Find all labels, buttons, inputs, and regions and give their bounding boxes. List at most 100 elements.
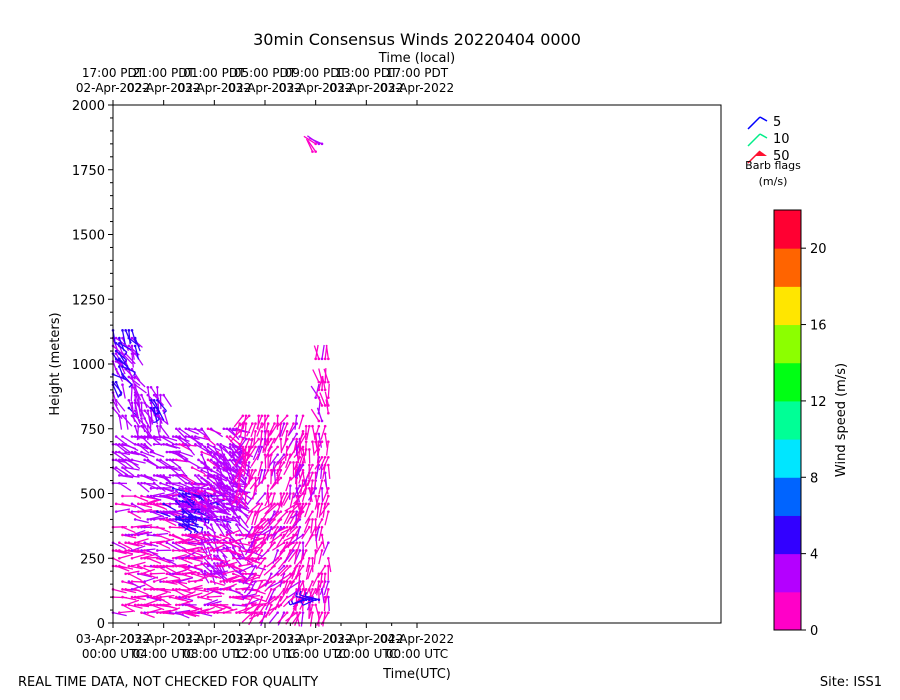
barb-dot [251, 422, 254, 425]
barb-shaft [182, 551, 196, 559]
wind-barb [194, 562, 210, 568]
barb-dot [178, 481, 181, 485]
barb-dot [311, 463, 314, 467]
barb-shaft [323, 368, 329, 383]
wind-barb [209, 468, 224, 478]
barb-dot [323, 564, 327, 568]
barb-dot [216, 564, 219, 568]
wind-barb [308, 137, 324, 146]
wind-barb [203, 461, 210, 476]
barb-dot [263, 518, 267, 521]
barb-shaft [307, 565, 314, 580]
barb-dot [285, 492, 289, 495]
wind-barb [250, 603, 264, 615]
barb-shaft [307, 472, 314, 487]
barb-dot [184, 611, 188, 614]
barb-shaft [233, 573, 247, 580]
barb-dot [270, 525, 273, 529]
barb-shaft [274, 550, 285, 562]
barb-dot [159, 487, 162, 490]
barb-shaft [322, 456, 329, 471]
barb-dot [175, 541, 178, 545]
barb-shaft [159, 418, 162, 433]
barb-dot [156, 502, 159, 506]
barb-dot [146, 424, 150, 428]
barb-shaft [112, 557, 126, 566]
barb-dot [200, 531, 203, 534]
barb-shaft [315, 383, 320, 398]
barb-dot [219, 533, 222, 537]
barb-dot [152, 435, 156, 438]
barb-dot [121, 580, 124, 583]
wind-barb [311, 440, 315, 456]
barb-dot [213, 461, 216, 464]
barb-dot [184, 523, 188, 526]
wind-barb [203, 499, 218, 510]
wind-barb [133, 344, 140, 360]
barb-dot [213, 588, 216, 591]
chart-title: 30min Consensus Winds 20220404 0000 [253, 30, 581, 49]
wind-barb [318, 455, 327, 471]
barb-dot [317, 357, 321, 361]
barb-shaft [327, 597, 330, 612]
barb-shaft [147, 410, 151, 425]
barb-shaft [264, 503, 275, 515]
barb-dot [244, 611, 248, 614]
barb-dot [118, 357, 121, 361]
barb-shaft [265, 596, 272, 611]
wind-barb [316, 502, 321, 518]
barb-shaft [258, 470, 263, 484]
wind-barb [159, 594, 175, 599]
barb-dot [238, 505, 241, 508]
barb-dot [311, 588, 314, 591]
wind-barb [156, 541, 171, 550]
wind-barb [114, 380, 123, 398]
barb-dot [295, 510, 298, 513]
barb-dot [140, 572, 143, 576]
top-tick-time: 09:00 PDT [285, 66, 348, 80]
wind-barb [257, 461, 264, 477]
wind-barb [264, 422, 270, 438]
barb-shaft [223, 583, 238, 590]
barb-shaft [249, 477, 260, 490]
colorbar-tick-label: 4 [810, 548, 818, 563]
barb-legend-item: 50 [747, 149, 790, 164]
wind-barb [301, 525, 311, 540]
wind-barb [152, 516, 169, 521]
barb-dot [127, 541, 131, 545]
barb-dot [241, 414, 245, 418]
barb-dot [222, 445, 226, 449]
barb-dot [152, 533, 156, 537]
barb-dot [260, 468, 264, 472]
barb-flag [298, 590, 302, 595]
barb-shaft [223, 490, 236, 501]
barb-shaft [229, 501, 235, 515]
wind-barb [222, 583, 238, 591]
barb-shaft [131, 503, 145, 511]
barb-dot [213, 492, 216, 495]
barb-legend-flag [759, 116, 768, 122]
barb-dot [206, 611, 210, 614]
barb-shaft [322, 464, 326, 479]
barb-shaft [286, 511, 295, 525]
barb-shaft [185, 459, 199, 468]
barb-dot [143, 435, 146, 438]
barb-dot [114, 367, 118, 371]
barb-shaft [239, 516, 249, 529]
barb-dot [260, 549, 264, 552]
barb-dot [181, 523, 184, 526]
barb-dot [225, 515, 229, 519]
barb-dot [194, 533, 197, 537]
wind-barb [159, 393, 162, 410]
barb-shaft [283, 511, 291, 525]
wind-barb [203, 599, 219, 607]
barb-shaft [267, 511, 279, 522]
wind-barb [127, 375, 141, 387]
wind-barb [162, 487, 177, 495]
barb-dot [209, 450, 213, 454]
wind-barb [238, 461, 245, 477]
barb-shaft [316, 449, 320, 464]
barb-dot [203, 611, 207, 614]
barb-dot [194, 435, 197, 438]
barb-dot [162, 580, 165, 583]
